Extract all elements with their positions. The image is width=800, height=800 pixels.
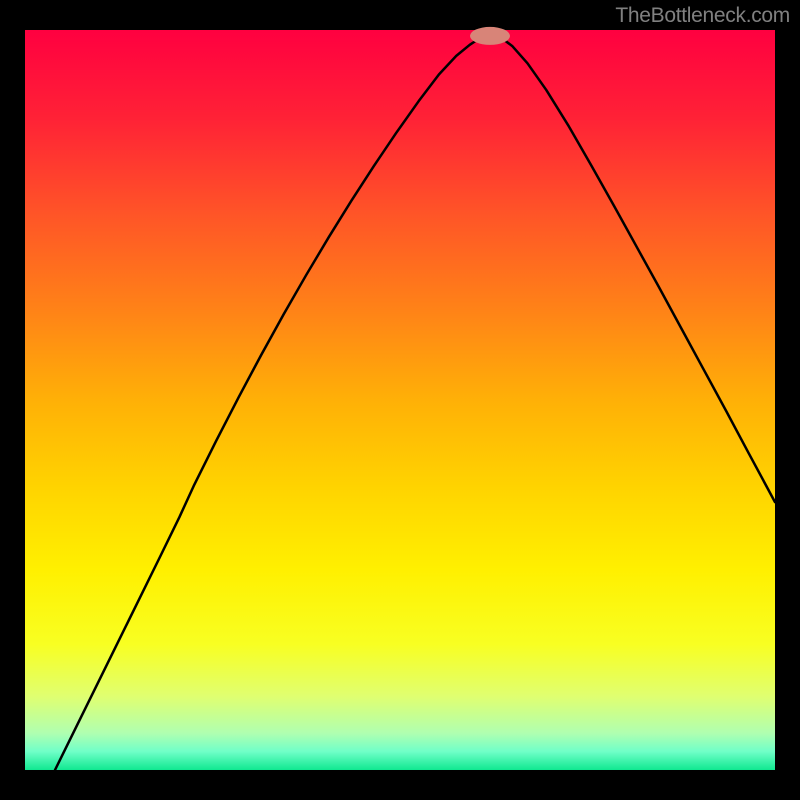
optimum-marker xyxy=(470,27,510,45)
chart-container: TheBottleneck.com xyxy=(0,0,800,800)
plot-gradient xyxy=(25,30,775,770)
chart-svg xyxy=(0,0,800,800)
